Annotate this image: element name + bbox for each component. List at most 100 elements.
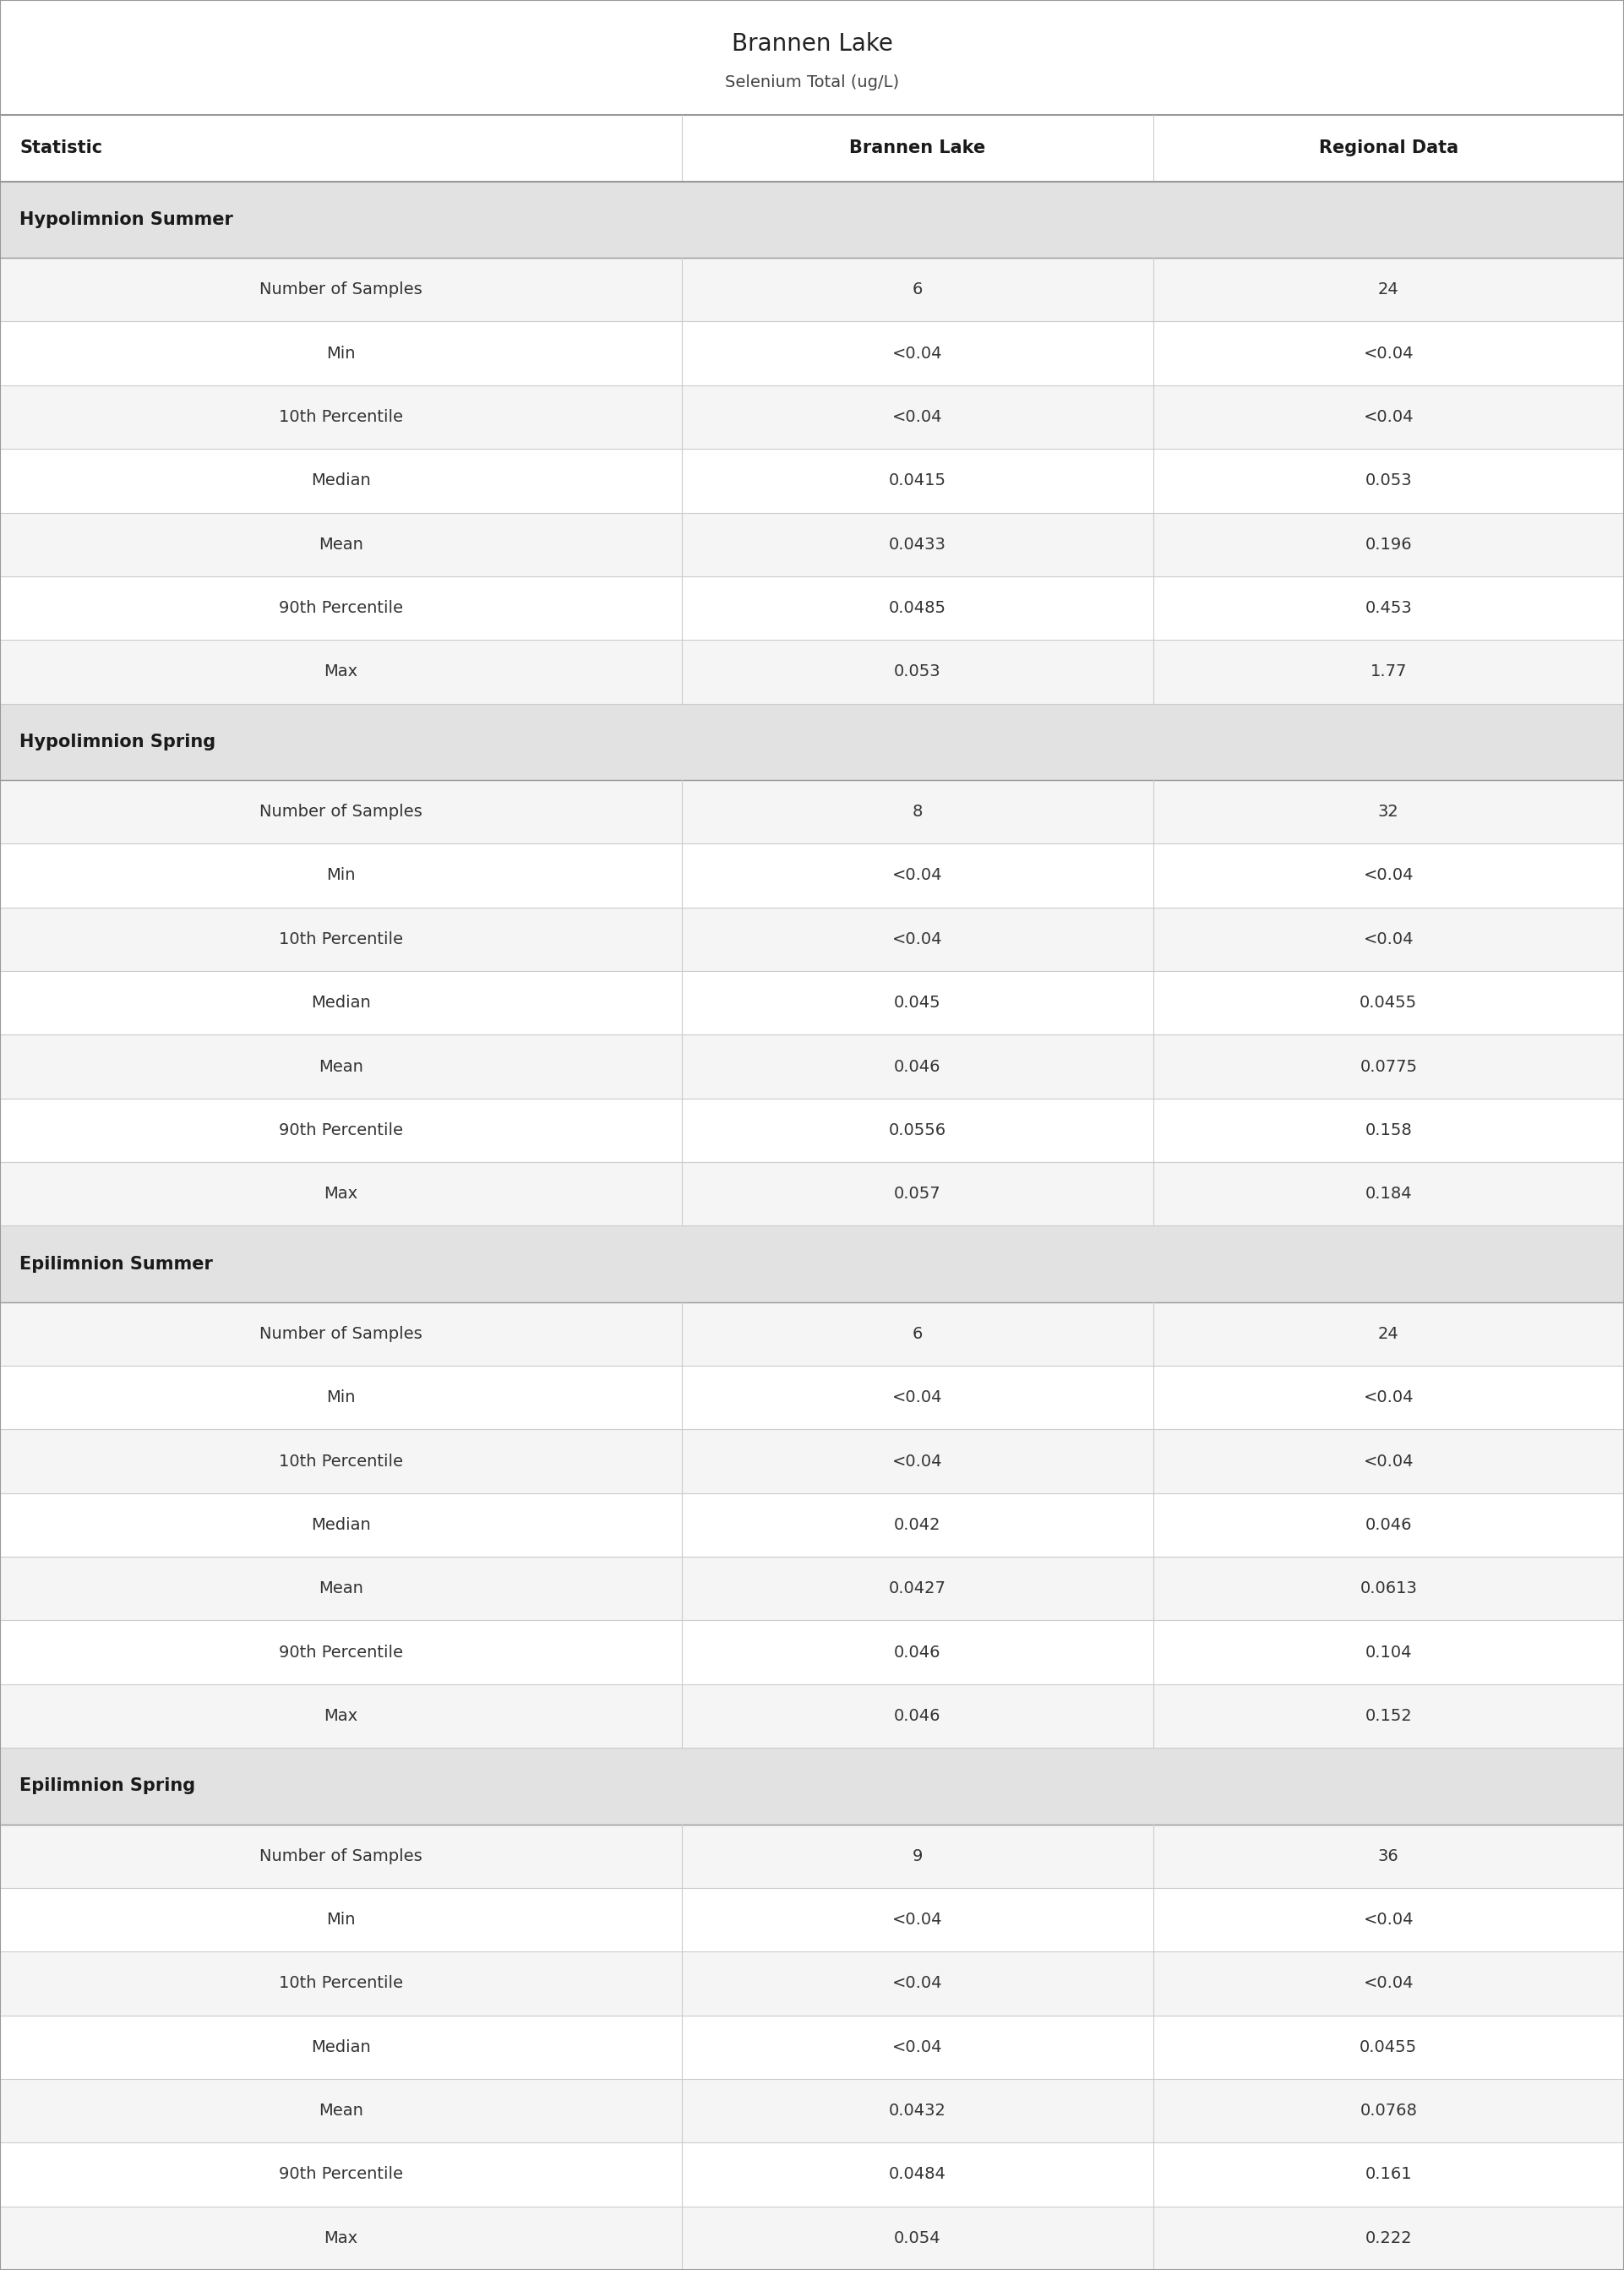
- Bar: [0, 1825, 1624, 1889]
- Text: <0.04: <0.04: [893, 2038, 942, 2054]
- Text: 10th Percentile: 10th Percentile: [279, 1975, 403, 1991]
- Bar: [0, 182, 1624, 259]
- Text: 0.046: 0.046: [895, 1707, 940, 1723]
- Text: 0.0455: 0.0455: [1359, 994, 1418, 1010]
- Text: 0.042: 0.042: [895, 1516, 940, 1532]
- Text: <0.04: <0.04: [893, 867, 942, 883]
- Text: Brannen Lake: Brannen Lake: [849, 138, 986, 157]
- Text: Median: Median: [312, 472, 370, 488]
- Text: 8: 8: [913, 804, 922, 819]
- Text: 0.0485: 0.0485: [888, 599, 947, 615]
- Bar: [0, 577, 1624, 640]
- Text: 0.453: 0.453: [1364, 599, 1413, 615]
- Text: Hypolimnion Spring: Hypolimnion Spring: [19, 733, 216, 751]
- Text: 0.0432: 0.0432: [888, 2102, 947, 2118]
- Text: <0.04: <0.04: [893, 1975, 942, 1991]
- Text: Min: Min: [326, 1911, 356, 1927]
- Text: 0.161: 0.161: [1366, 2166, 1411, 2181]
- Bar: [0, 1226, 1624, 1303]
- Text: Max: Max: [325, 663, 357, 679]
- Bar: [0, 2016, 1624, 2079]
- Text: 0.222: 0.222: [1366, 2229, 1411, 2247]
- Text: 36: 36: [1379, 1848, 1398, 1864]
- Text: 0.184: 0.184: [1366, 1185, 1411, 1201]
- Text: 90th Percentile: 90th Percentile: [279, 2166, 403, 2181]
- Bar: [0, 1952, 1624, 2016]
- Text: Hypolimnion Summer: Hypolimnion Summer: [19, 211, 234, 227]
- Text: 90th Percentile: 90th Percentile: [279, 1643, 403, 1659]
- Text: 90th Percentile: 90th Percentile: [279, 1121, 403, 1137]
- Text: Max: Max: [325, 2229, 357, 2247]
- Text: <0.04: <0.04: [893, 1389, 942, 1405]
- Text: Median: Median: [312, 2038, 370, 2054]
- Bar: [0, 2079, 1624, 2143]
- Bar: [0, 781, 1624, 844]
- Text: <0.04: <0.04: [893, 345, 942, 361]
- Bar: [0, 640, 1624, 704]
- Bar: [0, 1099, 1624, 1162]
- Bar: [0, 1557, 1624, 1621]
- Bar: [0, 322, 1624, 386]
- Text: 0.046: 0.046: [895, 1643, 940, 1659]
- Text: Selenium Total (ug/L): Selenium Total (ug/L): [724, 75, 900, 91]
- Text: 0.104: 0.104: [1366, 1643, 1411, 1659]
- Text: 10th Percentile: 10th Percentile: [279, 409, 403, 424]
- Bar: [0, 704, 1624, 781]
- Text: Median: Median: [312, 994, 370, 1010]
- Text: 32: 32: [1379, 804, 1398, 819]
- Text: 10th Percentile: 10th Percentile: [279, 931, 403, 947]
- Bar: [0, 0, 1624, 114]
- Text: <0.04: <0.04: [1364, 1453, 1413, 1469]
- Bar: [0, 259, 1624, 322]
- Bar: [0, 1035, 1624, 1099]
- Text: 0.0433: 0.0433: [888, 536, 947, 552]
- Bar: [0, 2143, 1624, 2206]
- Bar: [0, 386, 1624, 449]
- Text: Median: Median: [312, 1516, 370, 1532]
- Bar: [0, 844, 1624, 908]
- Text: <0.04: <0.04: [1364, 931, 1413, 947]
- Bar: [0, 1367, 1624, 1430]
- Text: Max: Max: [325, 1707, 357, 1723]
- Text: 6: 6: [913, 1326, 922, 1342]
- Bar: [0, 1494, 1624, 1557]
- Text: 0.196: 0.196: [1366, 536, 1411, 552]
- Text: 0.053: 0.053: [895, 663, 940, 679]
- Text: <0.04: <0.04: [1364, 345, 1413, 361]
- Text: 0.152: 0.152: [1364, 1707, 1413, 1723]
- Text: Number of Samples: Number of Samples: [260, 804, 422, 819]
- Text: <0.04: <0.04: [1364, 1911, 1413, 1927]
- Bar: [0, 449, 1624, 513]
- Text: 0.053: 0.053: [1366, 472, 1411, 488]
- Text: 90th Percentile: 90th Percentile: [279, 599, 403, 615]
- Text: 0.046: 0.046: [1366, 1516, 1411, 1532]
- Text: <0.04: <0.04: [893, 1453, 942, 1469]
- Bar: [0, 1889, 1624, 1952]
- Text: 24: 24: [1379, 281, 1398, 297]
- Bar: [0, 908, 1624, 972]
- Text: Epilimnion Summer: Epilimnion Summer: [19, 1255, 213, 1273]
- Text: <0.04: <0.04: [1364, 409, 1413, 424]
- Text: Number of Samples: Number of Samples: [260, 1326, 422, 1342]
- Text: <0.04: <0.04: [893, 409, 942, 424]
- Bar: [0, 972, 1624, 1035]
- Text: Statistic: Statistic: [19, 138, 102, 157]
- Text: <0.04: <0.04: [893, 1911, 942, 1927]
- Bar: [0, 1621, 1624, 1684]
- Text: Number of Samples: Number of Samples: [260, 281, 422, 297]
- Text: Min: Min: [326, 345, 356, 361]
- Text: Min: Min: [326, 1389, 356, 1405]
- Text: Max: Max: [325, 1185, 357, 1201]
- Text: <0.04: <0.04: [1364, 867, 1413, 883]
- Text: 10th Percentile: 10th Percentile: [279, 1453, 403, 1469]
- Text: Mean: Mean: [318, 2102, 364, 2118]
- Bar: [0, 1430, 1624, 1494]
- Text: Min: Min: [326, 867, 356, 883]
- Bar: [0, 2206, 1624, 2270]
- Text: Mean: Mean: [318, 1058, 364, 1074]
- Text: 0.045: 0.045: [895, 994, 940, 1010]
- Text: 1.77: 1.77: [1371, 663, 1406, 679]
- Text: 0.0768: 0.0768: [1359, 2102, 1418, 2118]
- Text: Mean: Mean: [318, 536, 364, 552]
- Text: 0.0427: 0.0427: [888, 1580, 947, 1596]
